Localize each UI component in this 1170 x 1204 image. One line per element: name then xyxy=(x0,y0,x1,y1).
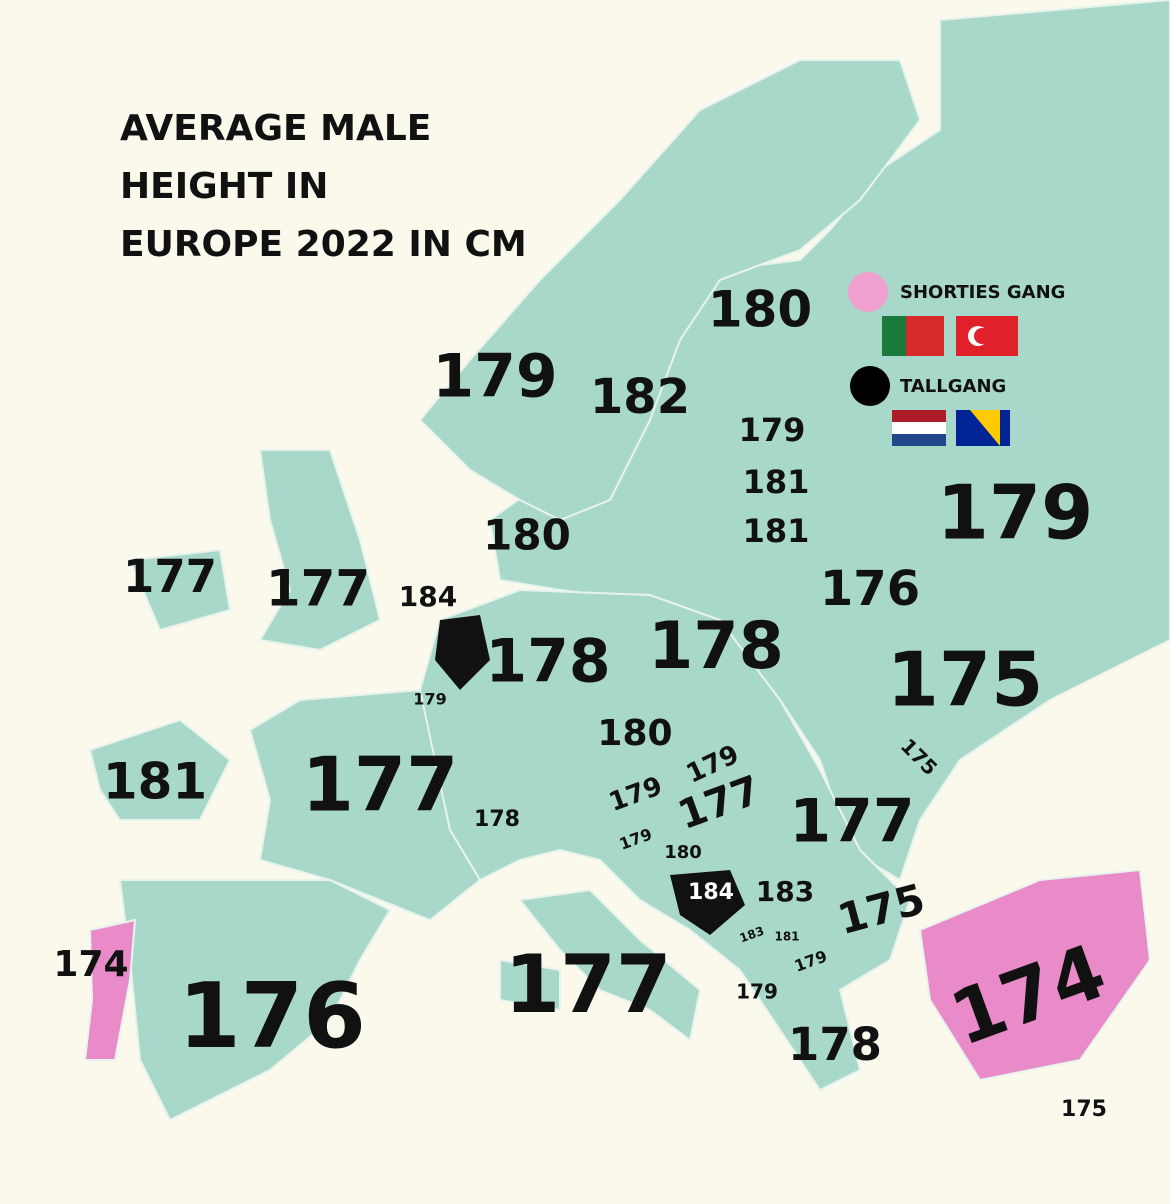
height-label: 180 xyxy=(597,713,672,754)
height-label: 176 xyxy=(820,561,920,617)
iberia xyxy=(118,879,392,1122)
legend-label: SHORTIES GANG xyxy=(900,282,1065,303)
height-label: 179 xyxy=(739,411,806,449)
height-label: 178 xyxy=(474,807,520,832)
title-line: AVERAGE MALE xyxy=(120,108,431,149)
height-label: 179 xyxy=(736,980,778,1004)
sardinia xyxy=(499,958,561,1012)
height-label: 181 xyxy=(103,753,207,811)
height-label: 177 xyxy=(789,787,914,857)
height-label: 180 xyxy=(708,281,812,339)
flag-turkey-moon-cut xyxy=(974,328,990,344)
height-label: 178 xyxy=(648,609,784,684)
legend: SHORTIES GANG TALLGANG xyxy=(848,272,1065,446)
landmasses xyxy=(83,0,1170,1122)
height-label: 178 xyxy=(788,1018,882,1071)
height-label: 177 xyxy=(123,550,217,603)
turkey xyxy=(918,868,1152,1082)
height-label: 183 xyxy=(756,875,814,908)
title: AVERAGE MALE HEIGHT IN EUROPE 2022 IN CM xyxy=(120,108,527,265)
height-label: 175 xyxy=(1061,1097,1107,1122)
iceland xyxy=(88,718,232,821)
legend-label: TALLGANG xyxy=(900,376,1006,397)
height-label: 181 xyxy=(743,512,810,550)
height-label: 182 xyxy=(590,369,690,425)
flag-nl xyxy=(892,434,946,446)
height-label: 178 xyxy=(485,627,610,697)
height-label: 177 xyxy=(302,741,459,829)
height-label: 181 xyxy=(743,463,810,501)
height-labels: 180 179 182 179 181 181 179 180 177 177 184 176 178 1… xyxy=(53,281,1116,1123)
height-label: 184 xyxy=(399,580,457,613)
height-label: 175 xyxy=(887,636,1044,724)
title-line: EUROPE 2022 IN CM xyxy=(120,224,527,265)
legend-dot xyxy=(848,272,888,312)
scandinavia xyxy=(418,59,922,522)
height-label: 174 xyxy=(53,944,128,985)
height-label: 184 xyxy=(688,880,734,905)
flag-nl xyxy=(892,422,946,434)
portugal xyxy=(83,918,137,1061)
height-label: 180 xyxy=(664,842,702,863)
great-britain xyxy=(258,449,382,652)
legend-dot xyxy=(850,366,890,406)
height-label: 177 xyxy=(505,938,672,1031)
title-line: HEIGHT IN xyxy=(120,166,328,207)
france xyxy=(248,688,482,922)
flag-nl xyxy=(892,410,946,422)
height-label: 176 xyxy=(178,964,366,1069)
height-label: 179 xyxy=(432,342,557,412)
netherlands xyxy=(435,615,490,690)
height-label: 179 xyxy=(413,690,446,709)
ireland xyxy=(128,548,232,632)
height-label: 180 xyxy=(483,511,571,560)
height-label: 179 xyxy=(937,469,1094,557)
flag-portugal-green xyxy=(882,316,906,356)
italy xyxy=(518,888,702,1042)
height-label: 181 xyxy=(774,930,799,944)
bosnia xyxy=(670,870,745,935)
flag-bih-triangle xyxy=(970,410,1000,446)
height-label: 177 xyxy=(266,560,370,618)
